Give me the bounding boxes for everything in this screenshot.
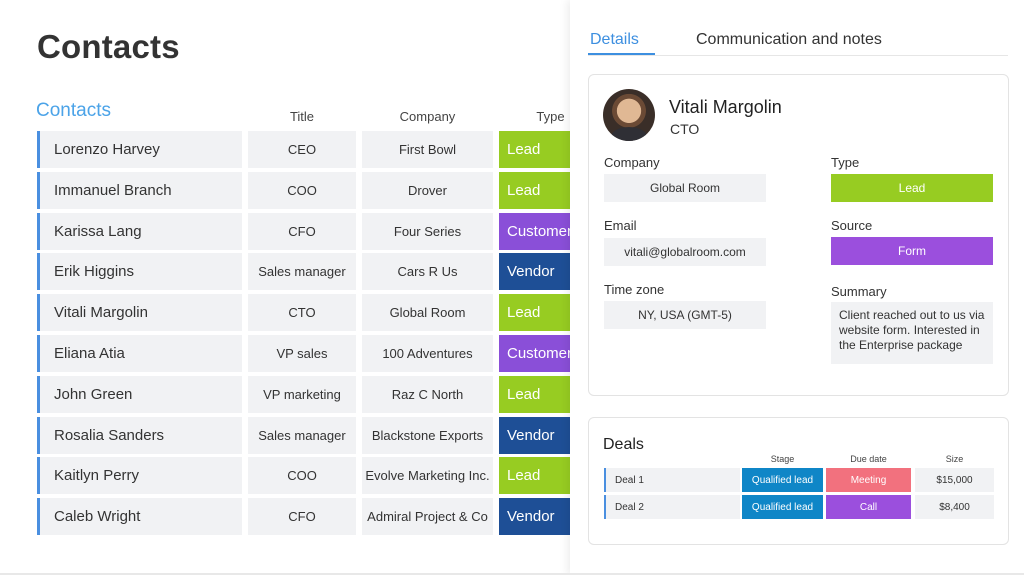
contact-name[interactable]: Lorenzo Harvey bbox=[37, 131, 242, 168]
contact-title[interactable]: CFO bbox=[248, 498, 356, 536]
deals-header-stage: Stage bbox=[770, 454, 795, 464]
deal-size[interactable]: $15,000 bbox=[915, 468, 994, 492]
contact-title[interactable]: CTO bbox=[248, 294, 356, 332]
contact-name[interactable]: Immanuel Branch bbox=[37, 171, 242, 209]
person-role: CTO bbox=[670, 121, 700, 137]
deal-row[interactable]: Deal 2 Qualified lead Call $8,400 bbox=[604, 495, 994, 519]
contact-company[interactable]: Blackstone Exports bbox=[362, 416, 493, 454]
deal-due-badge[interactable]: Meeting bbox=[826, 468, 911, 492]
contact-type-badge[interactable]: Lead bbox=[499, 294, 570, 332]
type-label: Type bbox=[831, 155, 860, 170]
contact-type-badge[interactable]: Vendor bbox=[499, 253, 570, 291]
contact-type-badge[interactable]: Lead bbox=[499, 375, 570, 413]
contact-title[interactable]: CFO bbox=[248, 212, 356, 250]
deals-title: Deals bbox=[603, 436, 644, 453]
contact-name[interactable]: John Green bbox=[37, 375, 242, 413]
bottom-divider bbox=[0, 573, 1024, 575]
contact-name[interactable]: Karissa Lang bbox=[37, 212, 242, 250]
page-title: Contacts bbox=[37, 28, 180, 65]
source-label: Source bbox=[831, 218, 873, 233]
item-detail-panel: Details Communication and notes Vitali M… bbox=[570, 0, 1024, 575]
deal-due-badge[interactable]: Call bbox=[826, 495, 911, 519]
contact-name[interactable]: Rosalia Sanders bbox=[37, 416, 242, 454]
contact-company[interactable]: Evolve Marketing Inc. bbox=[362, 457, 493, 495]
deal-stage-badge[interactable]: Qualified lead bbox=[742, 468, 823, 492]
contact-type-badge[interactable]: Lead bbox=[499, 131, 570, 168]
contact-company[interactable]: Admiral Project & Co bbox=[362, 498, 493, 536]
tab-divider bbox=[588, 55, 1008, 56]
contact-name[interactable]: Caleb Wright bbox=[37, 498, 242, 536]
contact-type-badge[interactable]: Customer bbox=[499, 212, 570, 250]
tab-communication-and-notes[interactable]: Communication and notes bbox=[696, 31, 882, 48]
avatar bbox=[603, 89, 655, 141]
contact-title[interactable]: COO bbox=[248, 457, 356, 495]
contact-type-badge[interactable]: Customer bbox=[499, 334, 570, 372]
contact-type-badge[interactable]: Vendor bbox=[499, 416, 570, 454]
summary-label: Summary bbox=[831, 284, 887, 299]
contact-name[interactable]: Eliana Atia bbox=[37, 334, 242, 372]
contact-title[interactable]: CEO bbox=[248, 131, 356, 168]
contact-title[interactable]: COO bbox=[248, 171, 356, 209]
contact-type-badge[interactable]: Lead bbox=[499, 171, 570, 209]
type-status-badge[interactable]: Lead bbox=[831, 174, 993, 202]
contact-title[interactable]: Sales manager bbox=[248, 253, 356, 291]
column-header-type[interactable]: Type bbox=[536, 109, 565, 124]
group-title[interactable]: Contacts bbox=[36, 100, 111, 121]
person-name: Vitali Margolin bbox=[669, 97, 782, 117]
source-status-badge[interactable]: Form bbox=[831, 237, 993, 265]
summary-field[interactable]: Client reached out to us via website for… bbox=[831, 302, 993, 364]
deal-row[interactable]: Deal 1 Qualified lead Meeting $15,000 bbox=[604, 468, 994, 492]
deals-header-size: Size bbox=[945, 454, 964, 464]
contact-company[interactable]: First Bowl bbox=[362, 131, 493, 168]
contact-type-badge[interactable]: Lead bbox=[499, 457, 570, 495]
timezone-field[interactable]: NY, USA (GMT-5) bbox=[604, 301, 766, 329]
details-card: Vitali Margolin CTO Company Global Room … bbox=[588, 74, 1009, 396]
active-tab-indicator bbox=[588, 53, 655, 55]
contact-company[interactable]: Drover bbox=[362, 171, 493, 209]
contact-title[interactable]: Sales manager bbox=[248, 416, 356, 454]
contacts-board: Contacts Contacts Title Company Type Lor… bbox=[36, 28, 570, 536]
deals-header-due-date: Due date bbox=[850, 454, 887, 464]
contact-company[interactable]: Global Room bbox=[362, 294, 493, 332]
contact-title[interactable]: VP sales bbox=[248, 334, 356, 372]
deal-name[interactable]: Deal 1 bbox=[604, 468, 740, 492]
company-label: Company bbox=[604, 155, 660, 170]
contact-company[interactable]: Raz C North bbox=[362, 375, 493, 413]
column-header-title[interactable]: Title bbox=[289, 109, 315, 124]
contact-type-badge[interactable]: Vendor bbox=[499, 498, 570, 536]
email-label: Email bbox=[604, 218, 637, 233]
contact-name[interactable]: Vitali Margolin bbox=[37, 294, 242, 332]
column-header-company[interactable]: Company bbox=[399, 109, 456, 124]
tab-details[interactable]: Details bbox=[590, 31, 639, 48]
deal-name[interactable]: Deal 2 bbox=[604, 495, 740, 519]
contact-company[interactable]: Cars R Us bbox=[362, 253, 493, 291]
deal-stage-badge[interactable]: Qualified lead bbox=[742, 495, 823, 519]
company-field[interactable]: Global Room bbox=[604, 174, 766, 202]
deals-card: Deals Stage Due date Size Deal 1 Qualifi… bbox=[588, 417, 1009, 545]
contact-company[interactable]: Four Series bbox=[362, 212, 493, 250]
contact-title[interactable]: VP marketing bbox=[248, 375, 356, 413]
contact-name[interactable]: Kaitlyn Perry bbox=[37, 457, 242, 495]
contact-company[interactable]: 100 Adventures bbox=[362, 334, 493, 372]
timezone-label: Time zone bbox=[604, 282, 665, 297]
contact-name[interactable]: Erik Higgins bbox=[37, 253, 242, 291]
email-field[interactable]: vitali@globalroom.com bbox=[604, 238, 766, 266]
deal-size[interactable]: $8,400 bbox=[915, 495, 994, 519]
